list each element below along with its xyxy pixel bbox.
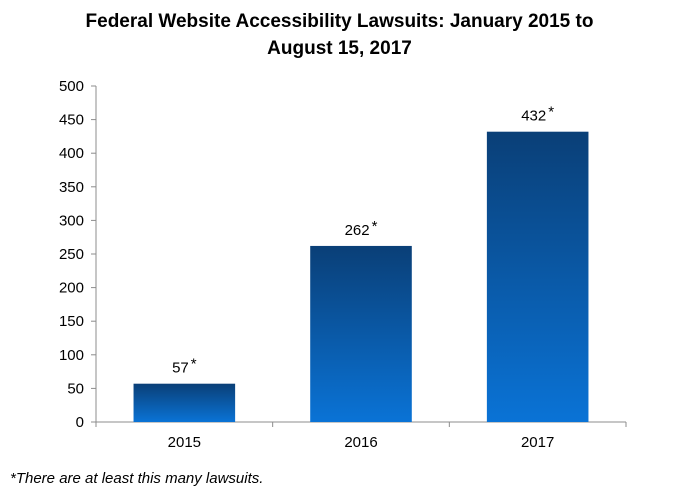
- footnote: *There are at least this many lawsuits.: [10, 470, 264, 487]
- y-tick-label: 50: [67, 380, 84, 397]
- x-axis: 2015 2016 2017: [95, 421, 627, 451]
- x-tick-label-2015: 2015: [168, 434, 201, 451]
- data-label-asterisk: *: [191, 356, 197, 373]
- y-tick-label: 150: [59, 313, 84, 330]
- y-tick-label: 300: [59, 212, 84, 229]
- y-tick-label: 100: [59, 347, 84, 364]
- y-axis: 0 50 100 150 200 250 300 350 400 450 500: [59, 78, 97, 431]
- y-tick-label: 0: [76, 414, 84, 431]
- bar-2017: [486, 131, 589, 423]
- data-label-value: 262: [345, 222, 370, 239]
- bars: [133, 131, 589, 423]
- data-label-value: 432: [521, 108, 546, 125]
- chart-title: Federal Website Accessibility Lawsuits: …: [0, 8, 679, 62]
- y-tick-label: 250: [59, 246, 84, 263]
- data-labels: 57 *262 *432 *: [172, 104, 554, 377]
- y-tick-label: 500: [59, 78, 84, 95]
- chart-title-line-1: Federal Website Accessibility Lawsuits: …: [85, 11, 594, 32]
- x-tick-label-2017: 2017: [521, 434, 554, 451]
- bar-2015: [133, 383, 236, 422]
- y-tick-label: 200: [59, 280, 84, 297]
- y-tick-label: 350: [59, 179, 84, 196]
- data-label-2015: 57 *: [172, 356, 197, 377]
- data-label-2017: 432 *: [521, 104, 554, 125]
- data-label-asterisk: *: [548, 104, 554, 121]
- y-tick-label: 450: [59, 112, 84, 129]
- chart-title-line-2: August 15, 2017: [267, 38, 412, 59]
- data-label-value: 57: [172, 360, 189, 377]
- y-tick-label: 400: [59, 145, 84, 162]
- x-tick-label-2016: 2016: [344, 434, 377, 451]
- data-label-2016: 262 *: [345, 218, 378, 239]
- bar-2016: [310, 245, 412, 422]
- data-label-asterisk: *: [372, 218, 378, 235]
